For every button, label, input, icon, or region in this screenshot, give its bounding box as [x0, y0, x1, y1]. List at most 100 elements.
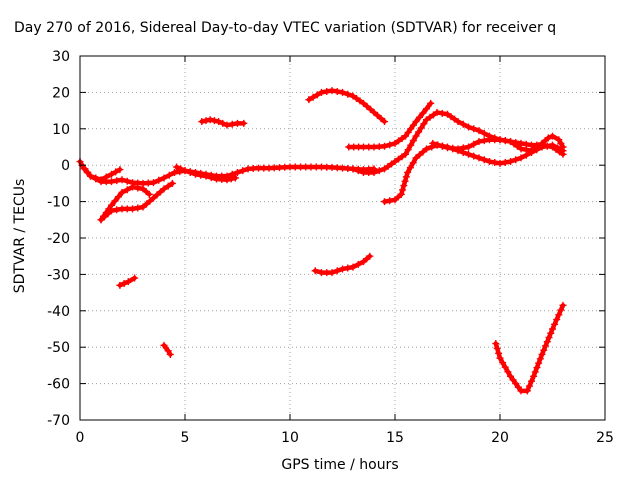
data-point [354, 260, 362, 268]
series-track [160, 341, 174, 358]
data-point [454, 118, 462, 126]
data-point [234, 168, 241, 176]
data-point [407, 125, 415, 133]
data-point [555, 136, 563, 144]
data-point [480, 137, 488, 145]
data-point [207, 174, 215, 182]
data-point [328, 87, 336, 95]
series-line [161, 343, 173, 357]
data-point [131, 274, 139, 282]
data-point [530, 372, 538, 380]
data-point [108, 201, 115, 209]
data-point [433, 108, 441, 116]
data-point [523, 387, 531, 395]
data-point [517, 145, 525, 153]
y-tick-label: -60 [47, 377, 70, 393]
data-point [544, 134, 552, 142]
x-tick-label: 10 [281, 430, 299, 446]
data-point [112, 168, 120, 176]
y-tick-label: -10 [47, 195, 70, 211]
data-point [115, 193, 122, 201]
series-track [198, 116, 248, 129]
y-tick-label: -30 [47, 267, 70, 283]
tick-labels: 0 5 10 15 20 25 30 20 10 0 -10 -20 -30 -40 -50 -60 -70 [47, 49, 614, 446]
data-point [409, 121, 417, 129]
data-point [215, 118, 223, 126]
data-point [197, 171, 205, 179]
data-point [87, 172, 94, 180]
data-point [134, 204, 142, 212]
data-point [512, 380, 520, 388]
ticks [79, 55, 606, 421]
data-point [386, 197, 394, 205]
data-point [116, 166, 124, 174]
data-point [501, 363, 509, 371]
data-point [465, 150, 472, 158]
data-point [423, 145, 430, 153]
data-point [486, 158, 493, 166]
data-point [192, 170, 199, 178]
data-point [551, 320, 559, 328]
data-point [402, 132, 409, 140]
data-point [100, 212, 108, 220]
data-point [234, 119, 241, 127]
series-track [429, 132, 567, 155]
data-point [470, 152, 478, 160]
data-point [549, 132, 556, 140]
data-point [143, 200, 150, 208]
data-point [415, 128, 423, 136]
data-point [501, 158, 509, 166]
data-point [412, 132, 420, 140]
data-point [206, 116, 214, 124]
data-point [116, 281, 124, 289]
data-point [404, 168, 412, 176]
data-point [381, 118, 388, 126]
data-point [105, 205, 113, 213]
data-point [113, 206, 121, 214]
data-point [542, 342, 549, 350]
data-point [454, 145, 462, 153]
series-track [492, 301, 567, 395]
y-tick-label: -40 [47, 304, 70, 320]
data-point [173, 163, 181, 171]
data-point [181, 167, 189, 175]
data-point [124, 278, 132, 286]
data-point [339, 265, 346, 273]
data-point [409, 137, 417, 145]
data-point [402, 173, 410, 181]
data-point [155, 176, 163, 184]
data-point [97, 176, 105, 184]
data-point [134, 184, 142, 192]
data-point [318, 88, 325, 96]
data-point [538, 350, 546, 358]
data-series [76, 87, 567, 395]
data-point [210, 117, 218, 125]
data-point [459, 144, 467, 152]
data-point [459, 120, 467, 128]
data-point [171, 168, 178, 176]
data-point [559, 301, 567, 309]
data-point [555, 311, 563, 319]
data-point [536, 355, 544, 363]
data-point [102, 209, 110, 217]
series-track [345, 99, 435, 151]
data-point [333, 87, 341, 95]
data-point [305, 96, 313, 104]
data-point [309, 93, 317, 101]
data-point [427, 99, 435, 107]
y-tick-label: 0 [61, 158, 70, 174]
data-point [401, 177, 409, 185]
y-axis-label: SDTVAR / TECUs [12, 178, 28, 294]
data-point [545, 333, 553, 341]
data-point [118, 176, 126, 184]
data-point [366, 252, 374, 260]
data-point [231, 174, 239, 182]
data-point [416, 151, 423, 159]
data-point [386, 141, 394, 149]
x-tick-label: 15 [386, 430, 404, 446]
data-point [493, 344, 501, 352]
data-point [164, 182, 172, 190]
data-point [400, 182, 408, 190]
data-point [313, 91, 321, 99]
